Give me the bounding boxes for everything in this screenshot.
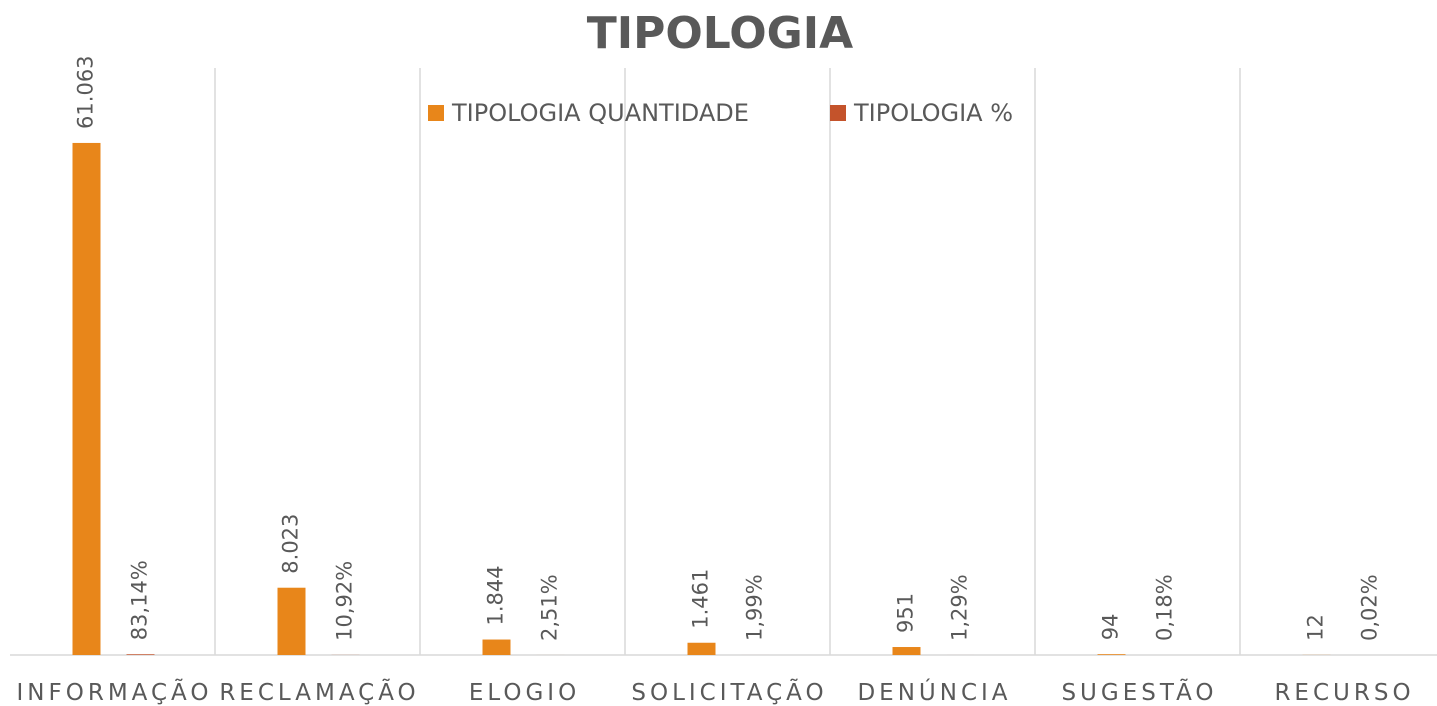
x-tick-label: INFORMAÇÃO [17, 678, 213, 706]
data-label: 2,51% [538, 574, 562, 641]
x-tick-label: SOLICITAÇÃO [631, 678, 827, 706]
data-label: 951 [894, 593, 918, 633]
chart-title: TIPOLOGIA [587, 8, 853, 59]
data-label: 10,92% [333, 561, 357, 641]
data-label: 1,99% [743, 574, 767, 641]
legend-label: TIPOLOGIA QUANTIDADE [451, 99, 749, 127]
data-label: 83,14% [128, 560, 152, 640]
bar [1097, 654, 1126, 655]
x-tick-label: DENÚNCIA [857, 678, 1011, 706]
data-label: 0,02% [1358, 574, 1382, 641]
bar [892, 647, 921, 655]
data-label: 8.023 [279, 514, 303, 574]
data-label: 94 [1099, 613, 1123, 640]
bar [72, 142, 101, 656]
legend-label: TIPOLOGIA % [853, 99, 1013, 127]
bar [126, 654, 155, 655]
bar [277, 587, 306, 655]
legend-swatch [830, 105, 846, 121]
data-label: 1,29% [948, 574, 972, 641]
data-label: 61.063 [74, 55, 98, 128]
bar [482, 639, 511, 655]
data-label: 0,18% [1153, 574, 1177, 641]
legend-swatch [428, 105, 444, 121]
x-tick-label: ELOGIO [469, 680, 580, 706]
x-tick-label: RECLAMAÇÃO [219, 678, 419, 706]
x-tick-label: RECURSO [1274, 680, 1414, 706]
bar [687, 642, 716, 655]
x-tick-label: SUGESTÃO [1061, 678, 1217, 706]
data-label: 1.844 [484, 565, 508, 625]
data-label: 12 [1304, 614, 1328, 641]
data-label: 1.461 [689, 569, 713, 629]
